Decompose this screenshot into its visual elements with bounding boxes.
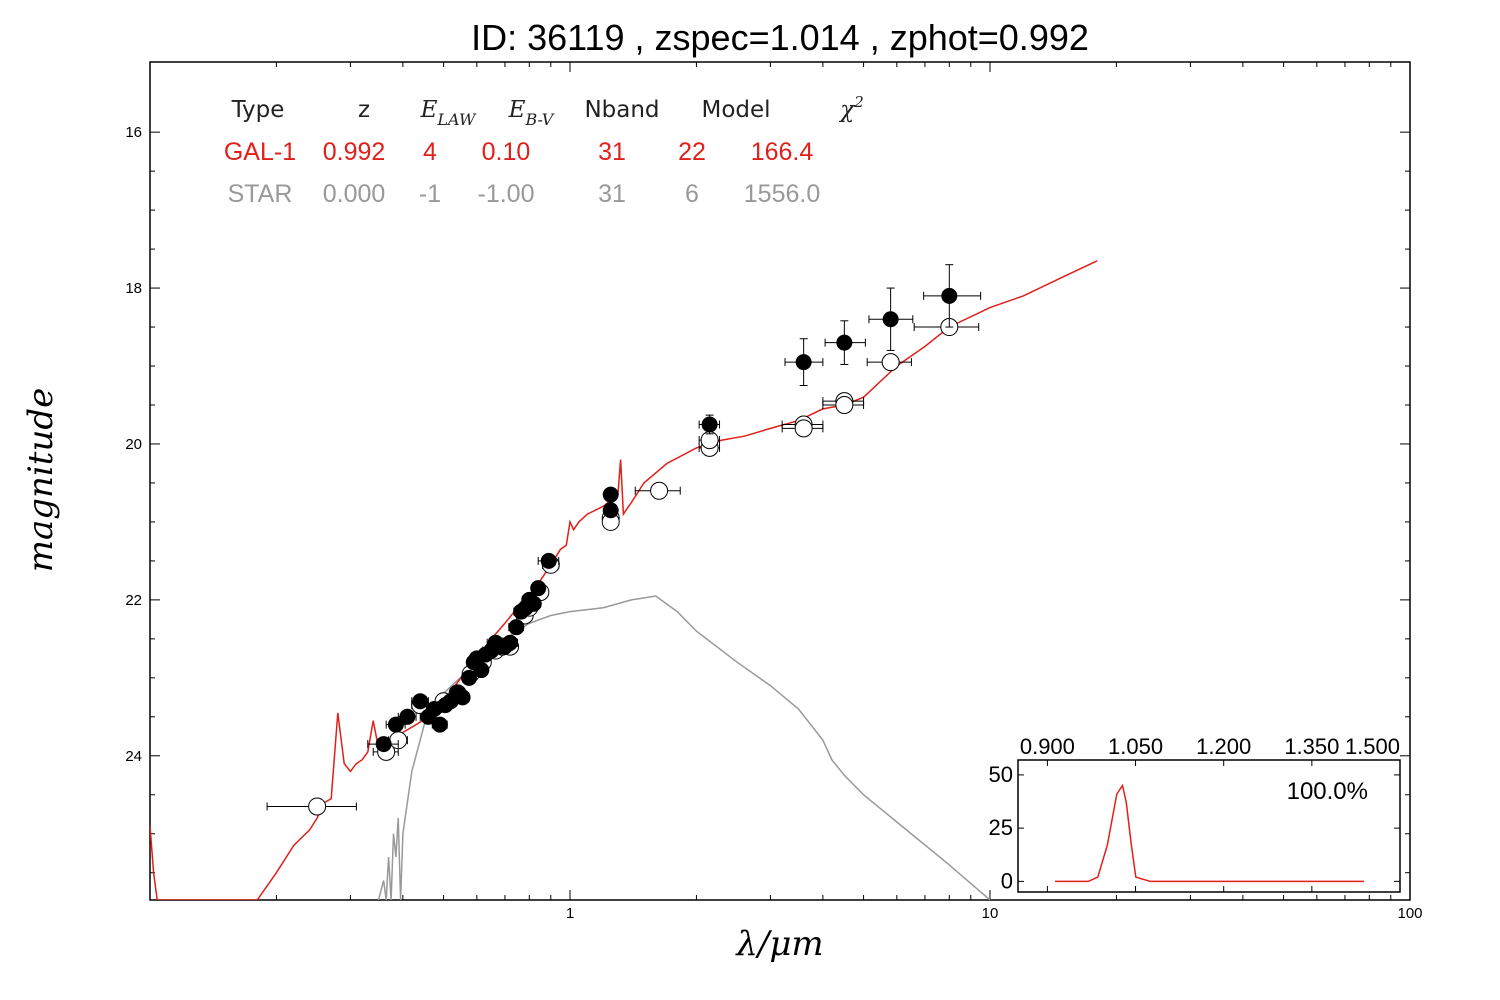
inset-y-tick-label: 25 (989, 815, 1013, 840)
x-tick-label: 100 (1397, 905, 1422, 922)
star-row-cell: 31 (598, 180, 626, 208)
irac-point (941, 287, 958, 304)
galaxy-row-cell: 166.4 (751, 138, 814, 166)
inset-y-tick-label: 50 (989, 762, 1013, 787)
photoz-inset: 100.0% 0.900 1.050 1.200 1.350 1.500 0 25 50 (989, 734, 1401, 893)
galaxy-template-line (150, 260, 1098, 900)
header-z: z (358, 97, 370, 123)
irac-point (795, 354, 812, 371)
observed-point (399, 708, 416, 725)
star-row-cell: -1 (419, 180, 441, 208)
irac-point (882, 311, 899, 328)
header-nband: Nband (584, 97, 659, 123)
galaxy-row-cell: 0.992 (323, 138, 386, 166)
galaxy-row-cell: 4 (423, 138, 437, 166)
x-tick-label: 1 (566, 905, 574, 922)
inset-x-tick-label: 1.500 (1345, 734, 1400, 759)
main-plot-frame (149, 61, 1411, 901)
y-tick-label: 24 (125, 748, 142, 765)
observed-point (540, 552, 557, 569)
y-tick-label: 20 (125, 436, 142, 453)
star-row-cell: STAR (228, 180, 293, 208)
observed-point (412, 693, 429, 710)
model-point (650, 481, 669, 500)
x-tick-label: 10 (982, 905, 999, 922)
observed-point (431, 716, 448, 733)
observed-point (387, 716, 404, 733)
y-tick-label: 18 (125, 280, 142, 297)
observed-point (701, 416, 718, 433)
x-axis-label: λ/μm (734, 924, 823, 964)
observed-point (461, 669, 478, 686)
header-ebv: EB-V (508, 97, 555, 129)
star-row-cell: 1556.0 (744, 180, 820, 208)
observed-point (508, 619, 525, 636)
inset-background (1017, 759, 1401, 893)
y-tick-label: 22 (125, 592, 142, 609)
star-row-cell: 0.000 (323, 180, 386, 208)
inset-y-tick-label: 0 (1001, 868, 1013, 893)
observed-point (525, 595, 542, 612)
main-marks (150, 260, 1098, 900)
observed-point (602, 502, 619, 519)
header-model: Model (701, 97, 770, 123)
observed-point (530, 580, 547, 597)
observed-point (602, 486, 619, 503)
y-tick-label: 16 (125, 124, 142, 141)
observed-point (375, 736, 392, 753)
galaxy-row-cell: GAL-1 (224, 138, 296, 166)
inset-x-tick-label: 0.900 (1020, 734, 1075, 759)
header-elaw: ELAW (420, 97, 477, 129)
header-chi2: χ2 (838, 93, 863, 123)
star-row-cell: 6 (685, 180, 699, 208)
model-point (835, 395, 854, 414)
inset-x-tick-label: 1.350 (1284, 734, 1339, 759)
inset-x-tick-label: 1.200 (1196, 734, 1251, 759)
galaxy-row-cell: 0.10 (482, 138, 531, 166)
inset-x-tick-label: 1.050 (1108, 734, 1163, 759)
main-axes: 16 18 20 22 24 1 10 100 (125, 62, 1423, 922)
irac-point (836, 334, 853, 351)
star-template-line (377, 595, 991, 900)
fit-table: Type z ELAW EB-V Nband Model χ2 GAL-1 0.992 4 0.10… (224, 93, 864, 208)
y-axis-label: magnitude (21, 388, 61, 573)
star-row-cell: -1.00 (478, 180, 535, 208)
model-point (881, 353, 900, 372)
model-point (308, 797, 327, 816)
galaxy-row-cell: 31 (598, 138, 626, 166)
observed-point (454, 689, 471, 706)
observed-point (502, 634, 519, 651)
galaxy-row-cell: 22 (678, 138, 706, 166)
observed-point (473, 662, 490, 679)
main-title: ID: 36119 , zspec=1.014 , zphot=0.992 (471, 17, 1089, 58)
model-point (794, 419, 813, 438)
inset-annotation: 100.0% (1287, 778, 1368, 805)
header-type: Type (231, 97, 285, 123)
inset-pdz-line (1055, 783, 1364, 883)
